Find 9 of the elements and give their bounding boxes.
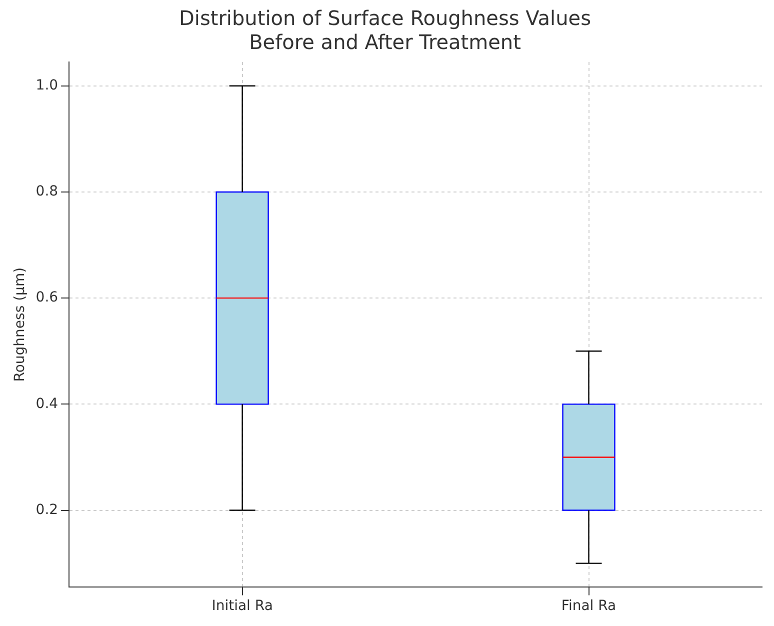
x-tick-label: Final Ra: [561, 598, 616, 614]
y-tick-label: 0.4: [36, 396, 58, 412]
y-tick-label: 0.2: [36, 502, 58, 518]
y-tick-label: 0.8: [36, 184, 58, 200]
y-axis-title: Roughness (µm): [12, 267, 28, 382]
y-tick-label: 0.6: [36, 290, 58, 306]
chart-title: Distribution of Surface Roughness Values Before and After Treatment: [178, 6, 592, 54]
x-tick-label: Initial Ra: [212, 598, 273, 614]
y-tick-label: 1.0: [36, 78, 58, 94]
